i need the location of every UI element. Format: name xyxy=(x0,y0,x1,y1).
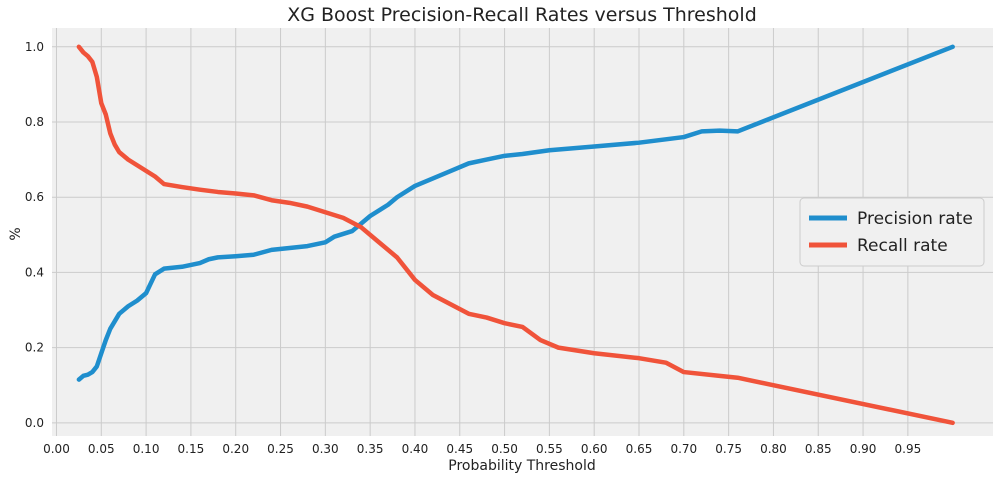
x-tick-label: 0.25 xyxy=(267,442,294,456)
x-tick-label: 0.70 xyxy=(670,442,697,456)
x-tick-label: 0.75 xyxy=(715,442,742,456)
x-tick-label: 0.15 xyxy=(178,442,205,456)
x-tick-label: 0.65 xyxy=(626,442,653,456)
legend-label-recall: Recall rate xyxy=(857,236,948,256)
y-tick-label: 0.4 xyxy=(25,265,44,279)
x-tick-label: 0.60 xyxy=(581,442,608,456)
y-tick-label: 0.0 xyxy=(25,416,44,430)
x-tick-label: 0.85 xyxy=(805,442,832,456)
legend-label-precision: Precision rate xyxy=(857,209,973,229)
y-tick-label: 0.8 xyxy=(25,115,44,129)
chart-title: XG Boost Precision-Recall Rates versus T… xyxy=(287,4,757,26)
legend: Precision rate Recall rate xyxy=(800,198,984,266)
y-tick-label: 0.6 xyxy=(25,190,44,204)
x-tick-label: 0.90 xyxy=(850,442,877,456)
x-tick-label: 0.20 xyxy=(222,442,249,456)
x-tick-label: 0.40 xyxy=(402,442,429,456)
x-tick-label: 0.80 xyxy=(760,442,787,456)
y-tick-label: 1.0 xyxy=(25,40,44,54)
x-tick-label: 0.45 xyxy=(446,442,473,456)
x-tick-label: 0.35 xyxy=(357,442,384,456)
x-tick-label: 0.50 xyxy=(491,442,518,456)
x-axis-label: Probability Threshold xyxy=(448,458,595,474)
y-tick-label: 0.2 xyxy=(25,341,44,355)
x-tick-label: 0.05 xyxy=(88,442,115,456)
y-axis-label: % xyxy=(8,227,24,240)
x-tick-label: 0.55 xyxy=(536,442,563,456)
x-tick-label: 0.00 xyxy=(43,442,70,456)
x-tick-label: 0.30 xyxy=(312,442,339,456)
x-tick-label: 0.10 xyxy=(133,442,160,456)
x-tick-label: 0.95 xyxy=(895,442,922,456)
